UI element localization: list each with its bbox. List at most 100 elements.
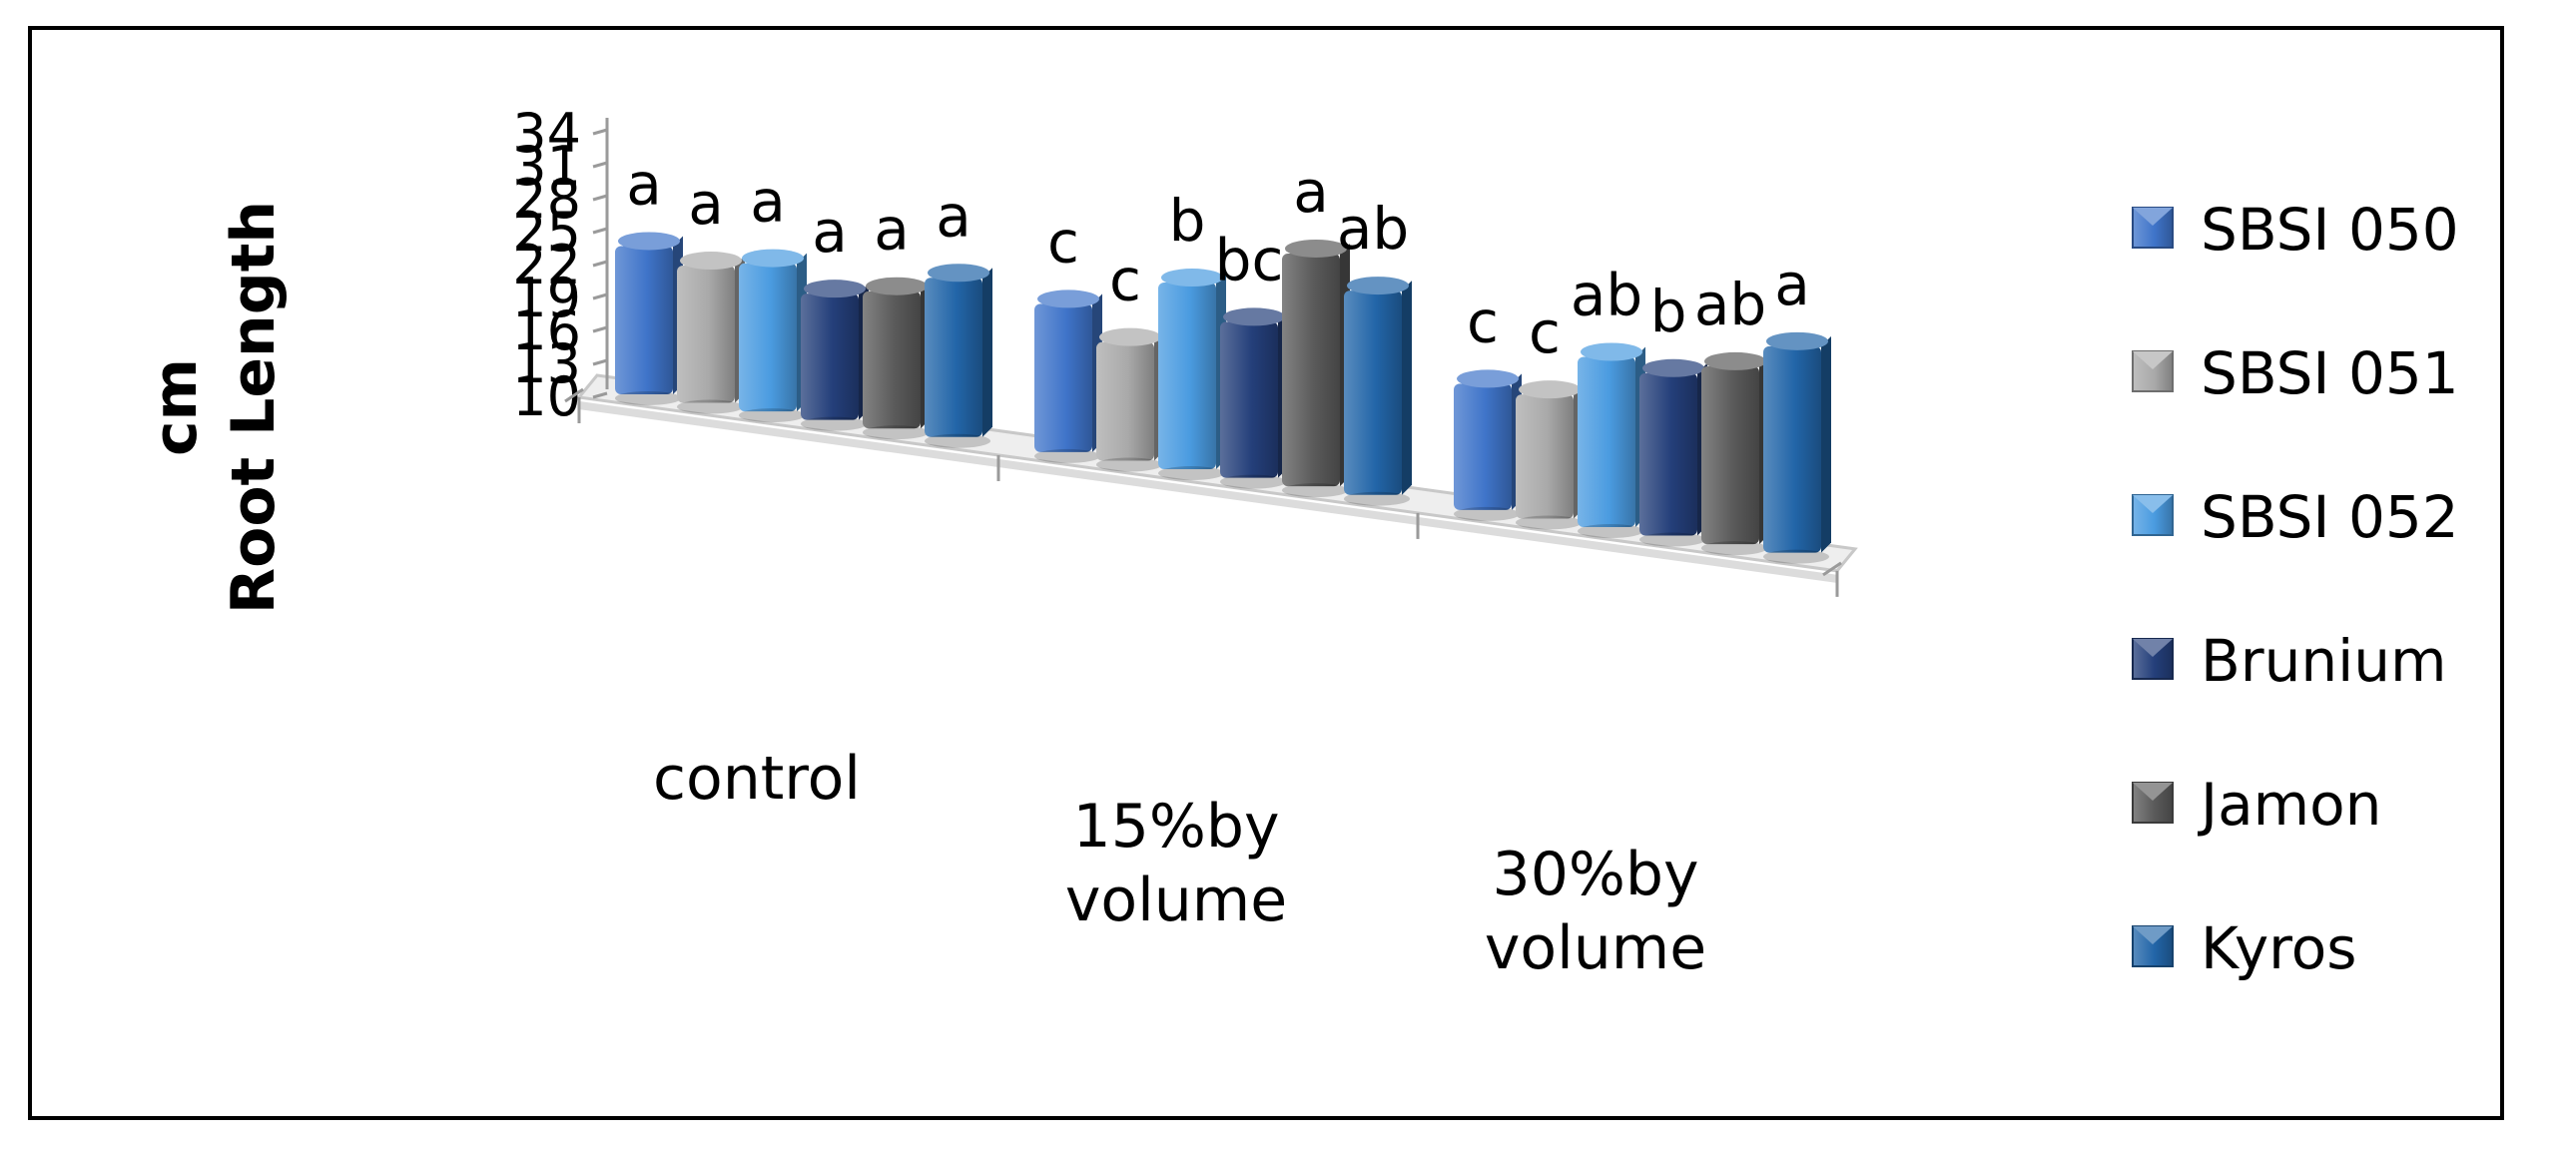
legend-item: Kyros (2132, 914, 2356, 982)
bar-shadow (1034, 448, 1100, 463)
y-tick-mark (592, 227, 608, 235)
floor-edge-shadow (578, 401, 1838, 583)
bar-front (1034, 303, 1092, 452)
legend-item: Jamon (2132, 771, 2381, 839)
bar-shadow (1701, 541, 1767, 556)
bar-shadow (1578, 524, 1643, 539)
significance-letter: bc (1215, 226, 1284, 293)
bar-shadow (615, 390, 681, 405)
bar-front (925, 278, 982, 437)
bar-shadow (1454, 506, 1520, 521)
legend-swatch-highlight (2133, 495, 2173, 513)
significance-letter: c (1047, 208, 1079, 276)
y-tick-mark (592, 194, 608, 202)
bar (1701, 351, 1769, 556)
y-tick-mark (592, 325, 608, 333)
y-axis-unit: cm (141, 358, 211, 456)
bar-top (1037, 290, 1099, 308)
bar-top (866, 277, 928, 295)
bar (1282, 239, 1350, 498)
bar-top (1581, 342, 1642, 361)
legend-item: SBSI 051 (2132, 339, 2459, 407)
bar (801, 280, 869, 431)
bar (1639, 358, 1707, 547)
bar-shadow (1639, 532, 1705, 547)
significance-letter: c (1109, 247, 1141, 314)
bar-shadow (925, 433, 990, 448)
category-label: 30%by (1493, 840, 1699, 909)
significance-letter: a (936, 182, 971, 250)
bar-top (1766, 331, 1828, 350)
y-tick-label: 13 (512, 332, 581, 395)
significance-letter: ab (1337, 195, 1409, 263)
bar-front (1220, 321, 1278, 478)
significance-letter: ab (1571, 262, 1642, 329)
y-tick-mark (592, 391, 608, 399)
bar-shadow (1344, 491, 1410, 506)
bar-top (680, 252, 742, 271)
legend-label: Kyros (2201, 914, 2356, 982)
legend-swatch (2132, 207, 2174, 249)
y-tick-label: 19 (512, 267, 581, 329)
bar-shadow (801, 416, 867, 431)
bar-top (742, 249, 804, 268)
category-label: control (653, 744, 861, 814)
bar (1096, 327, 1164, 472)
bar-shadow (1763, 549, 1829, 564)
significance-letter: a (874, 196, 910, 264)
legend: SBSI 050 SBSI 051 SBSI 052 Brunium Jamon Kyro… (2132, 196, 2459, 982)
bar (739, 249, 807, 423)
legend-swatch-highlight (2133, 351, 2173, 369)
bar-top (1519, 380, 1581, 399)
legend-swatch-highlight (2133, 926, 2173, 944)
bar-front (615, 246, 673, 394)
legend-item: SBSI 052 (2132, 483, 2459, 551)
significance-letter: a (1293, 158, 1329, 226)
significance-letter: b (1169, 187, 1206, 255)
bar-front (801, 293, 859, 420)
bar-top (1457, 369, 1519, 388)
bar-top (1099, 327, 1161, 346)
legend-label: Brunium (2201, 627, 2447, 695)
bar-front (1454, 383, 1512, 510)
bar-shadow (1220, 474, 1286, 489)
legend-swatch (2132, 782, 2174, 824)
bar (1578, 342, 1645, 539)
bar (1516, 380, 1584, 530)
bar-top (1642, 358, 1704, 377)
bar-front (1096, 341, 1154, 461)
bar (1454, 369, 1522, 521)
legend-label: SBSI 050 (2201, 196, 2459, 264)
y-tick-label: 34 (512, 102, 581, 165)
bar (1220, 307, 1288, 489)
significance-letter: a (688, 170, 724, 238)
bar-shadow (1282, 483, 1348, 498)
significance-letter: c (1467, 288, 1499, 355)
bars (615, 232, 1831, 564)
significance-letter: b (1650, 278, 1687, 345)
x-axis-end (564, 387, 584, 403)
bar-shadow (739, 408, 805, 423)
bar-front (1158, 283, 1216, 470)
bar-top (1347, 277, 1409, 295)
legend-item: Brunium (2132, 627, 2447, 695)
y-tick-label: 22 (512, 234, 581, 296)
bar-shadow (677, 399, 743, 414)
bar-top (618, 232, 680, 251)
significance-letter: a (812, 198, 848, 266)
bar (615, 232, 683, 405)
bar (1344, 277, 1412, 506)
y-tick-mark (592, 358, 608, 366)
y-tick-label: 25 (512, 201, 581, 264)
bar (863, 277, 931, 440)
bar-front (1516, 394, 1574, 519)
bar-front (1763, 345, 1821, 553)
y-tick-mark (592, 260, 608, 268)
bar-shadow (863, 425, 929, 440)
bar-side (1821, 335, 1831, 553)
category-label-line2: volume (1065, 866, 1287, 935)
y-tick-label: 28 (512, 168, 581, 231)
y-tick-mark (592, 161, 608, 169)
